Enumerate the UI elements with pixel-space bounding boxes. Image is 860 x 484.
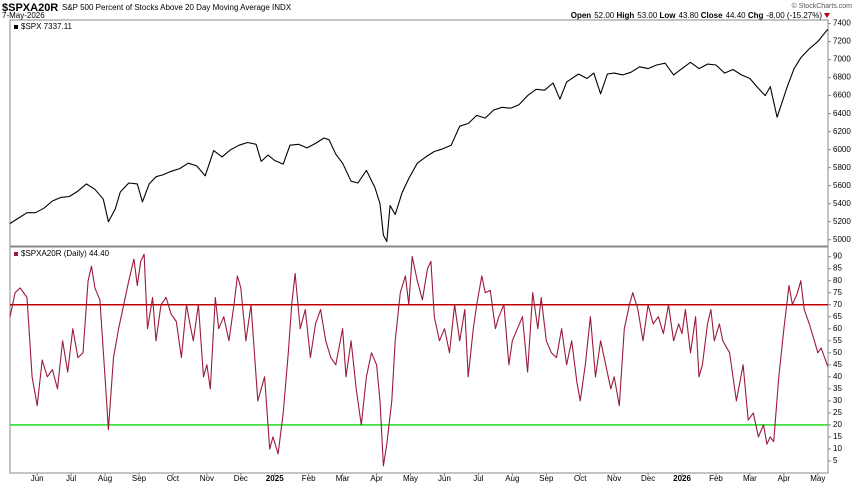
- legend-swatch: [14, 25, 18, 29]
- y-tick-label: 5400: [833, 199, 851, 208]
- x-tick-label: Oct: [167, 474, 180, 483]
- x-tick-label: 2025: [266, 474, 284, 483]
- x-tick-label: Aug: [98, 474, 112, 483]
- brand: © StockCharts.com: [792, 2, 853, 10]
- y-tick-label: 30: [833, 396, 842, 405]
- quote-label: High: [616, 11, 634, 20]
- legend-label: $SPX 7337.11: [21, 22, 73, 31]
- x-tick-label: Jul: [473, 474, 483, 483]
- x-tick-label: Jun: [438, 474, 451, 483]
- legend-swatch: [14, 252, 18, 256]
- y-tick-label: 5200: [833, 217, 851, 226]
- y-tick-label: 5: [833, 456, 838, 465]
- y-tick-label: 5600: [833, 181, 851, 190]
- x-tick-label: Mar: [743, 474, 757, 483]
- x-tick-label: May: [403, 474, 418, 483]
- quote-value: 43.80: [679, 11, 700, 20]
- legend-label: $SPXA20R (Daily) 44.40: [21, 249, 110, 258]
- y-tick-label: 55: [833, 336, 842, 345]
- quote-value: -8.00 (-15.27%): [766, 11, 822, 20]
- y-tick-label: 75: [833, 288, 842, 297]
- y-tick-label: 5000: [833, 235, 851, 244]
- y-tick-label: 10: [833, 444, 842, 453]
- quote-value: 44.40: [726, 11, 747, 20]
- y-tick-label: 45: [833, 360, 842, 369]
- x-tick-label: Apr: [370, 474, 383, 483]
- quote-label: Low: [660, 11, 677, 20]
- panel-frame: [9, 246, 829, 474]
- x-tick-label: Dec: [641, 474, 655, 483]
- y-tick-label: 6000: [833, 145, 851, 154]
- x-tick-label: Nov: [200, 474, 214, 483]
- x-tick-label: Jun: [31, 474, 44, 483]
- price-line: [9, 253, 829, 467]
- panel-frame: [9, 19, 829, 247]
- y-tick-label: 70: [833, 300, 842, 309]
- y-tick-label: 65: [833, 312, 842, 321]
- y-tick-label: 40: [833, 372, 842, 381]
- y-tick-label: 7400: [833, 19, 851, 28]
- x-tick-label: 2026: [673, 474, 691, 483]
- quote-label: Chg: [748, 11, 764, 20]
- y-tick-label: 35: [833, 384, 842, 393]
- down-arrow: [824, 13, 830, 18]
- y-tick-label: 6200: [833, 127, 851, 136]
- quote-value: 52.00: [594, 11, 615, 20]
- y-tick-label: 6800: [833, 73, 851, 82]
- y-tick-label: 25: [833, 408, 842, 417]
- quote-value: 53.00: [637, 11, 658, 20]
- x-tick-label: Mar: [336, 474, 350, 483]
- y-tick-label: 60: [833, 324, 842, 333]
- x-tick-label: Feb: [709, 474, 723, 483]
- y-tick-label: 6600: [833, 91, 851, 100]
- x-tick-label: Jul: [66, 474, 76, 483]
- y-tick-label: 7200: [833, 37, 851, 46]
- x-tick-label: Apr: [778, 474, 791, 483]
- y-tick-label: 5800: [833, 163, 851, 172]
- x-tick-label: Nov: [607, 474, 621, 483]
- x-tick-label: Feb: [302, 474, 316, 483]
- y-tick-label: 20: [833, 420, 842, 429]
- x-tick-label: May: [810, 474, 825, 483]
- price-line: [9, 28, 829, 243]
- y-tick-label: 85: [833, 264, 842, 273]
- x-tick-label: Dec: [234, 474, 248, 483]
- x-tick-label: Oct: [574, 474, 587, 483]
- symbol: $SPXA20R: [2, 2, 58, 14]
- quote-label: Close: [701, 11, 723, 20]
- y-tick-label: 80: [833, 276, 842, 285]
- y-tick-label: 7000: [833, 55, 851, 64]
- y-tick-label: 6400: [833, 109, 851, 118]
- y-tick-label: 50: [833, 348, 842, 357]
- x-tick-label: Sep: [132, 474, 147, 483]
- quote-label: Open: [571, 11, 592, 20]
- chart-title: S&P 500 Percent of Stocks Above 20 Day M…: [62, 3, 292, 12]
- x-tick-label: Sep: [539, 474, 554, 483]
- x-tick-label: Aug: [505, 474, 519, 483]
- y-tick-label: 90: [833, 252, 842, 261]
- date: 7-May-2026: [2, 11, 45, 20]
- quote: Open 52.00 High 53.00 Low 43.80 Close 44.40 …: [571, 11, 823, 20]
- y-tick-label: 15: [833, 432, 842, 441]
